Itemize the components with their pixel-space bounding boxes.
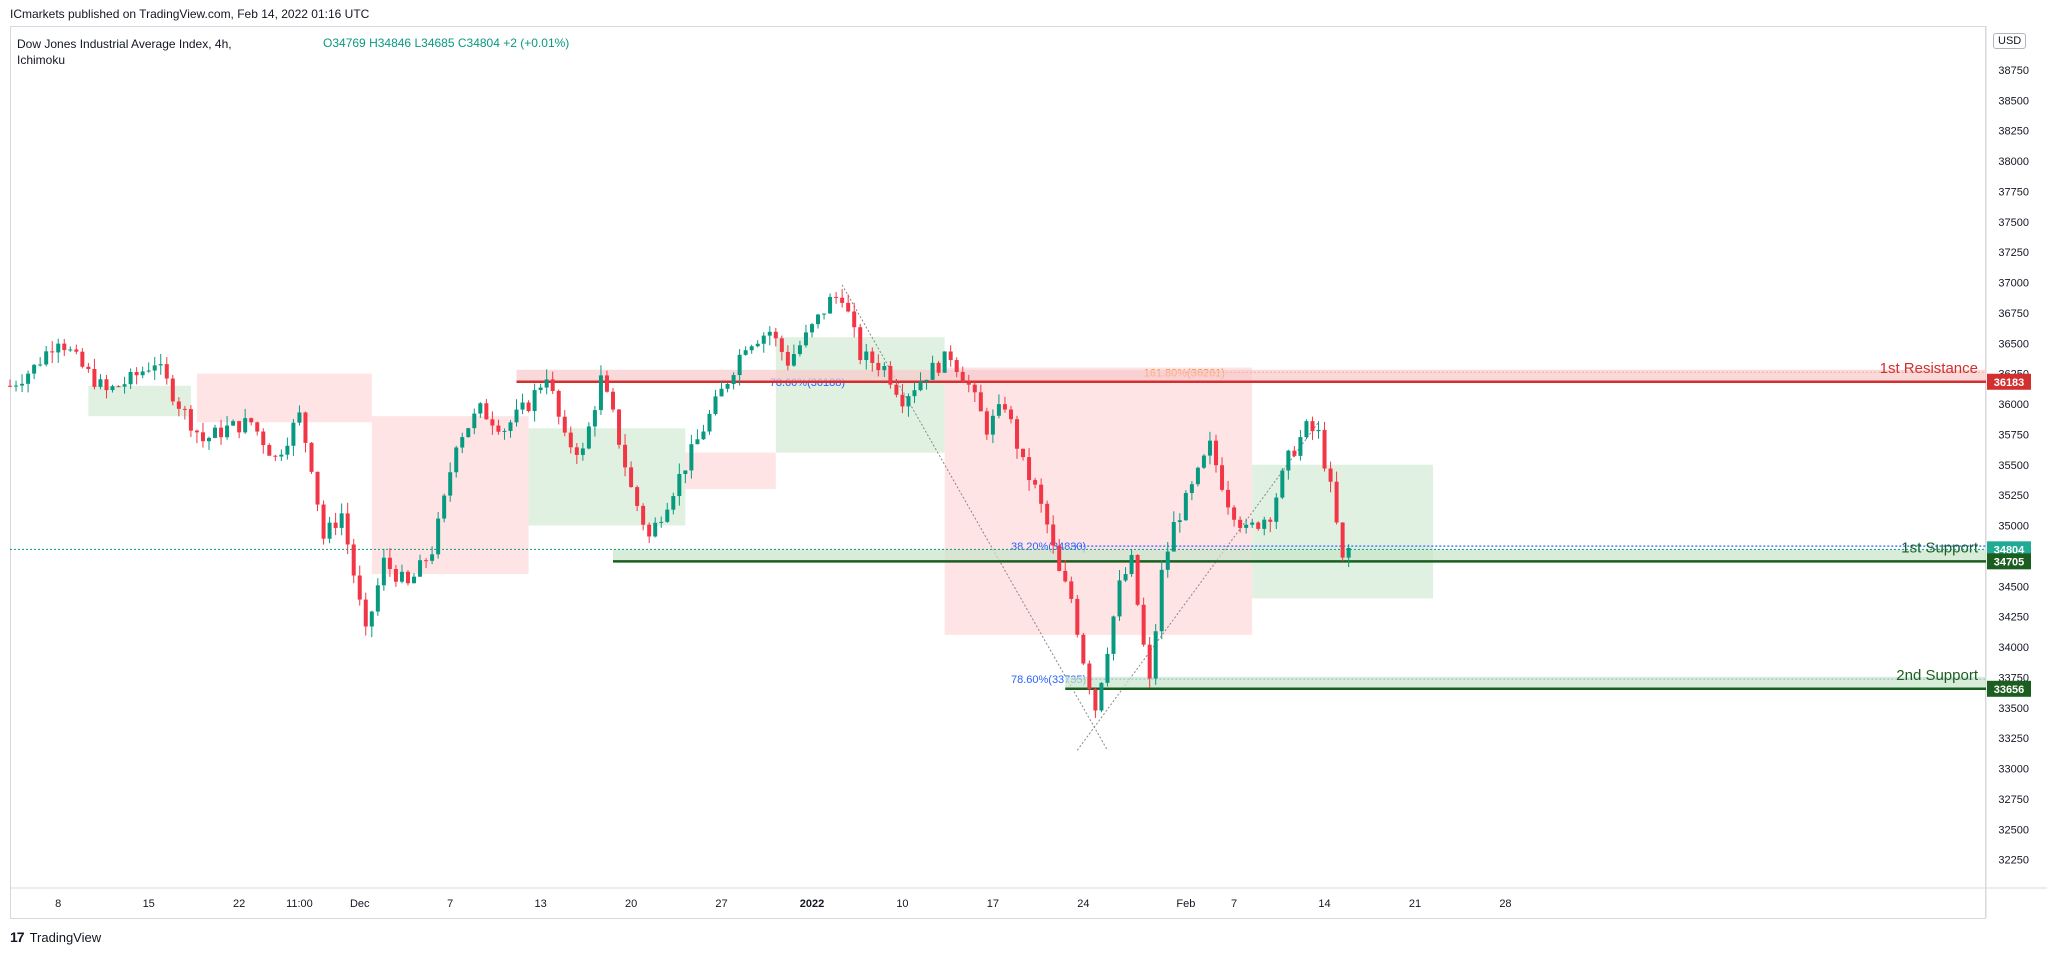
price-tick-label: 35250	[1998, 490, 2029, 502]
low-label: L	[414, 36, 422, 50]
tradingview-logo-icon: 17	[10, 929, 25, 945]
price-tick-label: 37250	[1998, 247, 2029, 259]
price-tick-label: 35000	[1998, 521, 2029, 533]
ohlc-readout: O34769 H34846 L34685 C34804 +2 (+0.01%)	[323, 36, 569, 50]
price-badge-label: 33656	[1994, 684, 2025, 696]
high-label: H	[369, 36, 378, 50]
price-tick-label: 34500	[1998, 581, 2029, 593]
price-badge-label: 36183	[1994, 377, 2025, 389]
price-tick-label: 37000	[1998, 278, 2029, 290]
high-value: 34846	[377, 36, 412, 50]
price-tick-label: 33750	[1998, 672, 2029, 684]
price-tick-label: 36750	[1998, 308, 2029, 320]
close-label: C	[457, 36, 467, 50]
price-badge-label: 34705	[1994, 556, 2025, 568]
price-tick-label: 38000	[1998, 156, 2029, 168]
price-tick-label: 35500	[1998, 460, 2029, 472]
change-value: +2 (+0.01%)	[503, 36, 570, 50]
indicator-name: Ichimoku	[17, 53, 66, 67]
close-value: 34804	[466, 36, 500, 50]
open-value: 34769	[332, 36, 366, 50]
symbol-title: Dow Jones Industrial Average Index, 4h,	[17, 37, 232, 51]
price-tick-label: 37500	[1998, 217, 2029, 229]
price-tick-label: 38750	[1998, 65, 2029, 77]
price-tick-label: 34000	[1998, 642, 2029, 654]
price-badge	[1987, 553, 2031, 570]
price-badge	[1987, 373, 2031, 390]
price-tick-label: 36500	[1998, 338, 2029, 350]
price-tick-label: 38500	[1998, 95, 2029, 107]
price-axis[interactable]: 38750 38500 38250 38000 37750 37500 37250 37000…	[1998, 65, 2029, 867]
price-tick-label: 32250	[1998, 855, 2029, 867]
price-tick-label: 34750	[1998, 551, 2029, 563]
price-badge	[1987, 541, 2031, 558]
price-tick-label: 37750	[1998, 186, 2029, 198]
price-tick-label: 32750	[1998, 794, 2029, 806]
open-label: O	[323, 36, 333, 50]
currency-selector[interactable]: USD	[1993, 33, 2027, 49]
price-tick-label: 36000	[1998, 399, 2029, 411]
price-tick-label: 33000	[1998, 764, 2029, 776]
price-tick-label: 33500	[1998, 703, 2029, 715]
publisher-line: ICmarkets published on TradingView.com, …	[10, 7, 370, 21]
price-badge	[1987, 680, 2031, 697]
low-value: 34685	[421, 36, 455, 50]
price-tick-label: 35750	[1998, 429, 2029, 441]
price-tick-label: 32500	[1998, 824, 2029, 836]
price-tick-label: 36250	[1998, 369, 2029, 381]
price-tick-label: 34250	[1998, 612, 2029, 624]
footer-brand: TradingView	[29, 929, 102, 945]
chart-legend: Dow Jones Industrial Average Index, 4h, …	[17, 36, 232, 68]
tradingview-logo[interactable]: 17 TradingView	[10, 929, 101, 945]
chart-frame	[10, 26, 1986, 919]
price-tick-label: 33250	[1998, 733, 2029, 745]
price-badge-label: 34804	[1994, 544, 2025, 556]
price-tick-label: 38250	[1998, 126, 2029, 138]
